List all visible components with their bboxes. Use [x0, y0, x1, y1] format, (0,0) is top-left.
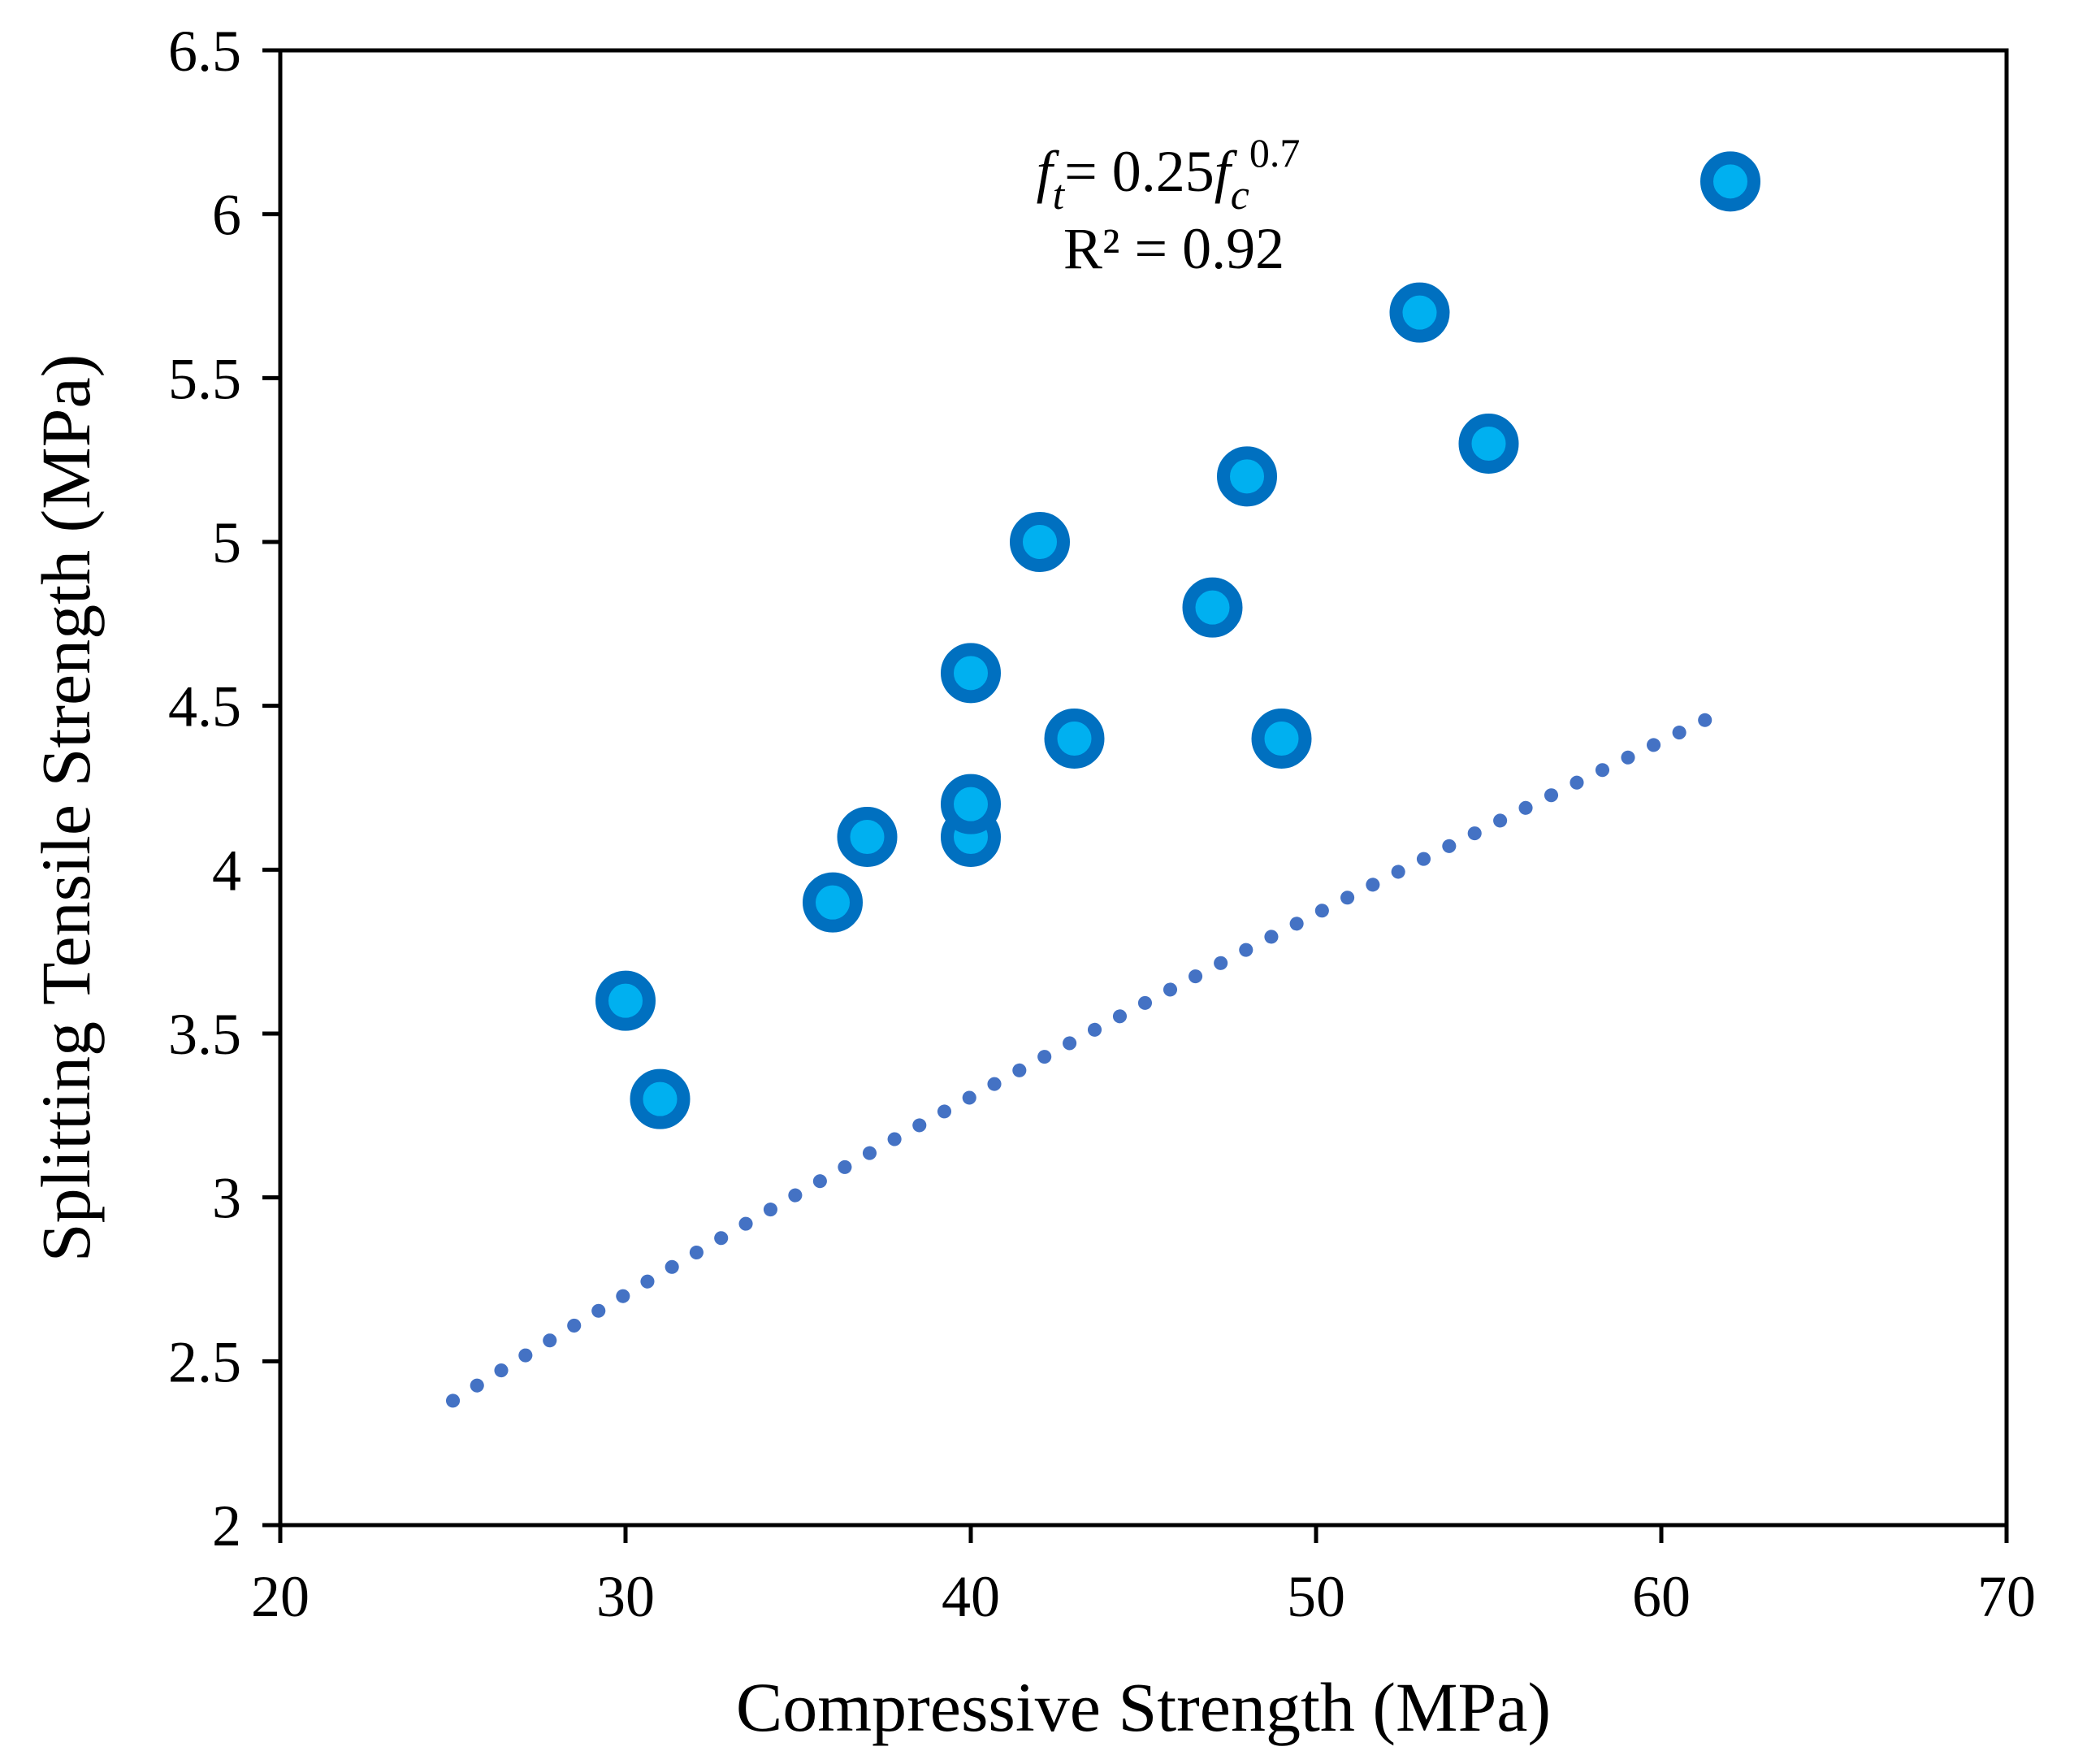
data-point	[1458, 414, 1519, 474]
equation-ft-sub: t	[1053, 172, 1066, 219]
y-tick-label: 4.5	[168, 674, 241, 739]
y-tick-label: 6.5	[168, 19, 241, 84]
plot-area-frame	[278, 48, 2009, 1528]
y-tick-label: 2	[212, 1493, 241, 1558]
data-point	[1217, 446, 1277, 507]
data-point	[941, 643, 1001, 704]
data-point	[1044, 709, 1105, 769]
trendline-path	[446, 700, 1738, 1408]
data-point	[1010, 512, 1070, 572]
x-tick-label: 70	[1977, 1564, 2036, 1629]
y-tick-label: 6	[212, 183, 241, 248]
data-point	[630, 1068, 691, 1129]
data-point	[803, 872, 863, 933]
data-point	[595, 970, 656, 1031]
equation-exponent: 0.7	[1249, 130, 1301, 176]
x-tick-label: 40	[942, 1564, 1000, 1629]
y-tick-label: 5.5	[168, 346, 241, 411]
y-tick-label: 3	[212, 1166, 241, 1231]
data-point	[837, 807, 898, 867]
data-point	[1182, 577, 1243, 638]
x-tick-label: 60	[1632, 1564, 1691, 1629]
x-tick-label: 20	[251, 1564, 310, 1629]
y-tick-label: 3.5	[168, 1002, 241, 1067]
trendline	[446, 700, 1738, 1408]
r-squared-label: R² = 0.92	[1063, 216, 1284, 281]
y-tick-label: 5	[212, 510, 241, 575]
x-axis-title: Compressive Strength (MPa)	[736, 1668, 1551, 1746]
x-axis: 20 30 40 50 60 70	[251, 1525, 2036, 1629]
trendline-equation: ft= 0.25fc0.7	[1037, 130, 1301, 219]
x-tick-label: 30	[596, 1564, 655, 1629]
y-axis-title: Splitting Tensile Strength (MPa)	[27, 354, 105, 1263]
y-axis: 2 2.5 3 3.5 4 4.5 5 5.5 6 6.5	[168, 19, 280, 1558]
data-points	[595, 151, 1760, 1129]
data-point	[941, 774, 1001, 834]
data-point	[1700, 151, 1760, 212]
y-tick-label: 2.5	[168, 1329, 241, 1394]
y-tick-label: 4	[212, 838, 241, 903]
equation-fc-sub: c	[1231, 172, 1249, 219]
data-point	[1251, 709, 1312, 769]
data-point	[1389, 282, 1450, 343]
equation-middle: = 0.25	[1064, 139, 1215, 204]
x-tick-label: 50	[1287, 1564, 1345, 1629]
